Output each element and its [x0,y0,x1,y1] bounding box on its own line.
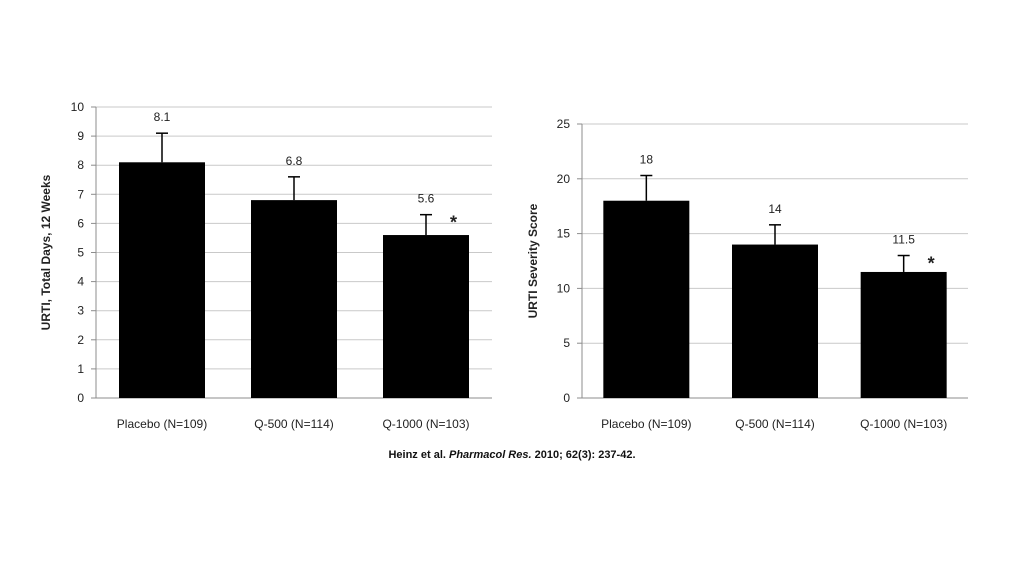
y-tick-label: 10 [71,100,85,114]
y-tick-label: 6 [77,216,84,230]
y-tick-label: 10 [557,281,571,295]
data-label: 14 [768,202,782,216]
y-tick-label: 9 [77,129,84,143]
y-axis-title: URTI, Total Days, 12 Weeks [39,174,53,330]
bar [251,200,337,398]
y-tick-label: 7 [77,187,84,201]
y-tick-label: 5 [563,336,570,350]
data-label: 11.5 [892,233,915,247]
y-tick-label: 4 [77,275,84,289]
citation: Heinz et al. Pharmacol Res. 2010; 62(3):… [0,449,1024,461]
bar [383,235,469,398]
data-label: 18 [640,153,654,167]
bar [732,244,818,398]
y-tick-label: 20 [557,172,571,186]
x-category-label: Q-500 (N=114) [735,417,814,431]
bar [860,271,947,398]
significance-marker: * [928,254,935,274]
y-tick-label: 0 [563,391,570,405]
data-label: 5.6 [418,192,435,206]
x-category-label: Placebo (N=109) [117,417,207,431]
bar [603,200,690,398]
x-category-label: Placebo (N=109) [601,417,691,431]
significance-marker: * [450,213,457,233]
y-tick-label: 0 [77,391,84,405]
y-tick-label: 2 [77,333,84,347]
x-category-label: Q-1000 (N=103) [860,417,947,431]
data-label: 6.8 [286,154,303,168]
y-tick-label: 5 [77,246,84,260]
x-category-label: Q-1000 (N=103) [382,417,469,431]
y-tick-label: 8 [77,158,84,172]
citation-authors: Heinz et al. [388,449,446,461]
y-tick-label: 3 [77,304,84,318]
y-tick-label: 25 [557,117,571,131]
x-category-label: Q-500 (N=114) [254,417,333,431]
y-axis-title: URTI Severity Score [526,203,540,318]
data-label: 8.1 [154,110,171,124]
y-tick-label: 15 [557,227,571,241]
citation-details: 2010; 62(3): 237-42. [534,449,636,461]
bar [119,162,205,398]
citation-journal: Pharmacol Res. [449,449,532,461]
y-tick-label: 1 [77,362,84,376]
